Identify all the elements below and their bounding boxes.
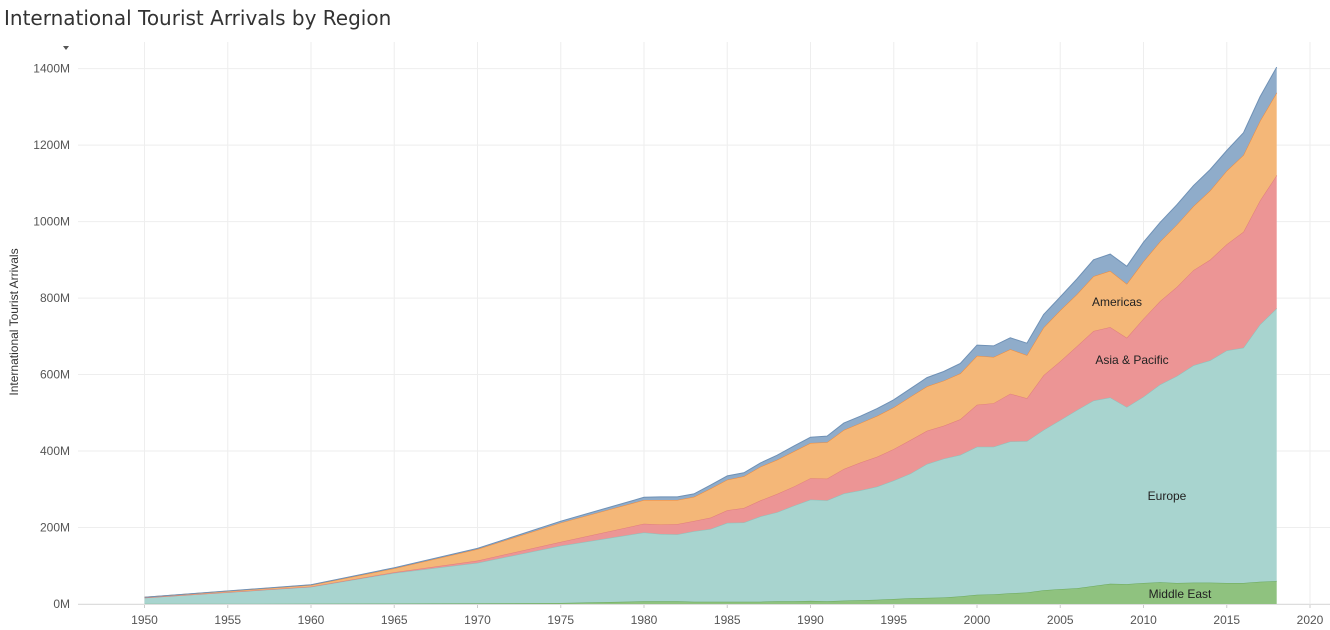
x-tick-label: 1980 (631, 613, 658, 627)
x-tick-label: 2005 (1047, 613, 1074, 627)
x-tick-label: 2020 (1297, 613, 1324, 627)
chart-title: International Tourist Arrivals by Region (4, 6, 392, 30)
x-axis: 1950 1955 1960 1965 1970 1975 1980 1985 1990 1995… (78, 604, 1330, 627)
area-americas[interactable] (144, 92, 1277, 598)
area-europe[interactable] (144, 308, 1277, 604)
region-label-americas: Americas (1092, 295, 1142, 309)
x-tick-label: 1995 (880, 613, 907, 627)
x-tick-label: 1950 (131, 613, 158, 627)
area-asia-pacific[interactable] (144, 175, 1277, 598)
x-tick-label: 1960 (298, 613, 325, 627)
x-tick-label: 1955 (214, 613, 241, 627)
y-tick-label: 1200M (33, 138, 70, 152)
y-tick-label: 800M (40, 291, 70, 305)
y-tick-label: 600M (40, 368, 70, 382)
y-axis-label: International Tourist Arrivals (7, 248, 21, 395)
area-middle-east[interactable] (144, 581, 1277, 604)
y-axis: 0M 200M 400M 600M 800M 1000M 1200M 1400M (33, 62, 70, 611)
y-tick-label: 1400M (33, 62, 70, 76)
x-tick-label: 1990 (797, 613, 824, 627)
x-tick-label: 1965 (381, 613, 408, 627)
x-tick-label: 1975 (547, 613, 574, 627)
x-tick-label: 1985 (714, 613, 741, 627)
sort-arrow-icon[interactable] (63, 46, 69, 50)
x-tick-label: 2000 (964, 613, 991, 627)
x-tick-label: 2010 (1130, 613, 1157, 627)
x-tick-label: 1970 (464, 613, 491, 627)
region-label-middle-east: Middle East (1149, 587, 1212, 601)
area-edge-africa (144, 66, 1278, 598)
stacked-areas (144, 66, 1278, 605)
y-tick-label: 400M (40, 444, 70, 458)
region-label-asia-pacific: Asia & Pacific (1095, 353, 1168, 367)
region-labels: Middle East Europe Asia & Pacific Americas (1092, 295, 1212, 601)
region-label-europe: Europe (1148, 489, 1187, 503)
x-tick-label: 2015 (1213, 613, 1240, 627)
y-tick-label: 200M (40, 521, 70, 535)
y-tick-label: 0M (53, 597, 70, 611)
y-tick-label: 1000M (33, 215, 70, 229)
